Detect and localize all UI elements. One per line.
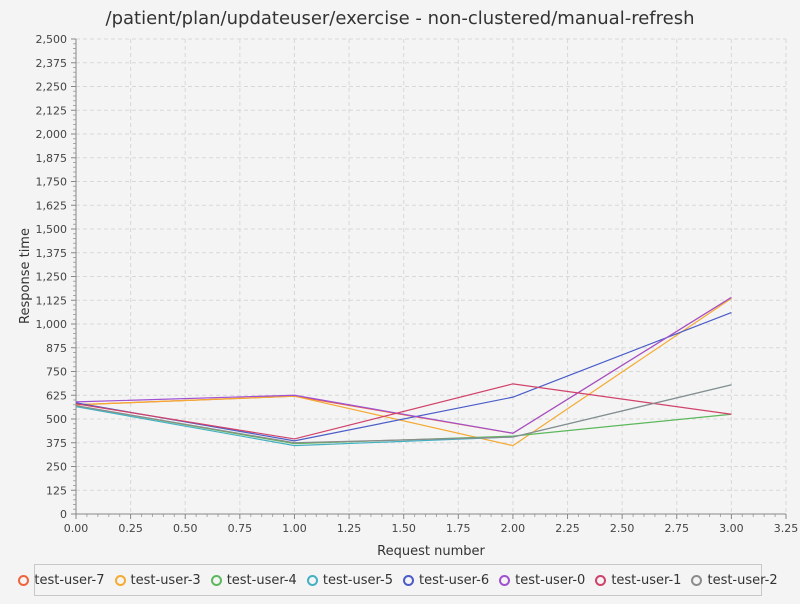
legend-label: test-user-5 (322, 572, 393, 588)
legend-circle-icon (306, 574, 318, 586)
legend-item-test-user-6[interactable]: test-user-6 (403, 573, 489, 588)
x-tick-label: 0.50 (173, 522, 198, 535)
legend-item-test-user-4[interactable]: test-user-4 (210, 572, 297, 588)
x-tick-label: 2.25 (555, 522, 580, 535)
y-tick-label: 625 (46, 389, 67, 402)
x-axis-label: Request number (377, 544, 485, 559)
legend-circle-icon (691, 574, 703, 586)
legend-circle-icon (114, 574, 126, 586)
legend-label: test-user-2 (707, 572, 778, 588)
y-tick-label: 1,875 (36, 152, 68, 165)
y-tick-label: 1,375 (36, 247, 68, 260)
y-tick-label: 1,250 (36, 271, 68, 284)
legend-item-test-user-1[interactable]: test-user-1 (595, 573, 681, 588)
legend: test-user-7 test-user-3 test-user-4 test-us… (18, 564, 778, 596)
y-tick-label: 0 (60, 508, 67, 521)
y-tick-label: 750 (46, 366, 67, 379)
y-axis-label: Response time (18, 228, 33, 324)
legend-item-test-user-5[interactable]: test-user-5 (306, 572, 393, 588)
x-tick-label: 0.00 (64, 522, 89, 535)
y-tick-label: 1,625 (36, 199, 68, 212)
series-line-test-user-3 (75, 297, 732, 447)
legend-label: test-user-3 (130, 572, 201, 588)
y-tick-label: 1,000 (36, 318, 68, 331)
legend-label: test-user-6 (419, 572, 490, 588)
x-tick-label: 2.75 (665, 522, 690, 535)
legend-label: test-user-1 (611, 572, 682, 588)
legend-item-test-user-3[interactable]: test-user-3 (114, 572, 201, 588)
chart-title: /patient/plan/updateuser/exercise - non-… (106, 8, 695, 29)
y-tick-label: 2,125 (36, 104, 68, 117)
x-tick-label: 1.50 (391, 522, 416, 535)
axes: 0.00 0.25 0.50 0.75 1.00 1.25 1.50 1.75 2.00 2.25… (36, 33, 799, 535)
x-tick-label: 1.75 (446, 522, 471, 535)
y-tick-label: 500 (46, 413, 67, 426)
x-tick-label: 1.00 (282, 522, 307, 535)
y-tick-label: 250 (46, 461, 67, 474)
y-tick-label: 875 (46, 342, 67, 355)
y-tick-label: 2,500 (36, 33, 68, 46)
x-tick-label: 0.25 (118, 522, 143, 535)
legend-label: test-user-7 (34, 572, 105, 588)
legend-item-test-user-0[interactable]: test-user-0 (499, 573, 585, 588)
x-tick-label: 2.50 (610, 522, 635, 535)
legend-label: test-user-0 (515, 572, 586, 588)
legend-circle-icon (499, 574, 511, 586)
series-line-test-user-0 (75, 296, 732, 434)
legend-circle-icon (403, 574, 414, 586)
x-tick-label: 3.00 (719, 522, 744, 535)
series-lines (75, 296, 732, 447)
legend-item-test-user-2[interactable]: test-user-2 (691, 572, 778, 588)
y-tick-label: 1,500 (36, 223, 68, 236)
legend-item-test-user-7[interactable]: test-user-7 (18, 572, 105, 588)
x-tick-label: 1.25 (337, 522, 362, 535)
series-line-test-user-2 (75, 384, 732, 444)
legend-circle-icon (595, 574, 607, 586)
y-tick-label: 2,250 (36, 81, 68, 94)
y-tick-label: 1,125 (36, 294, 68, 307)
y-tick-label: 2,375 (36, 57, 68, 70)
grid (76, 38, 787, 514)
y-tick-label: 375 (46, 437, 67, 450)
legend-circle-icon (210, 574, 222, 586)
series-line-test-user-1 (75, 383, 732, 440)
x-tick-label: 0.75 (228, 522, 253, 535)
legend-circle-icon (18, 574, 30, 586)
x-tick-label: 3.25 (774, 522, 799, 535)
y-tick-label: 125 (46, 484, 67, 497)
y-tick-label: 2,000 (36, 128, 68, 141)
x-tick-label: 2.00 (501, 522, 526, 535)
legend-label: test-user-4 (226, 572, 297, 588)
y-tick-label: 1,750 (36, 176, 68, 189)
